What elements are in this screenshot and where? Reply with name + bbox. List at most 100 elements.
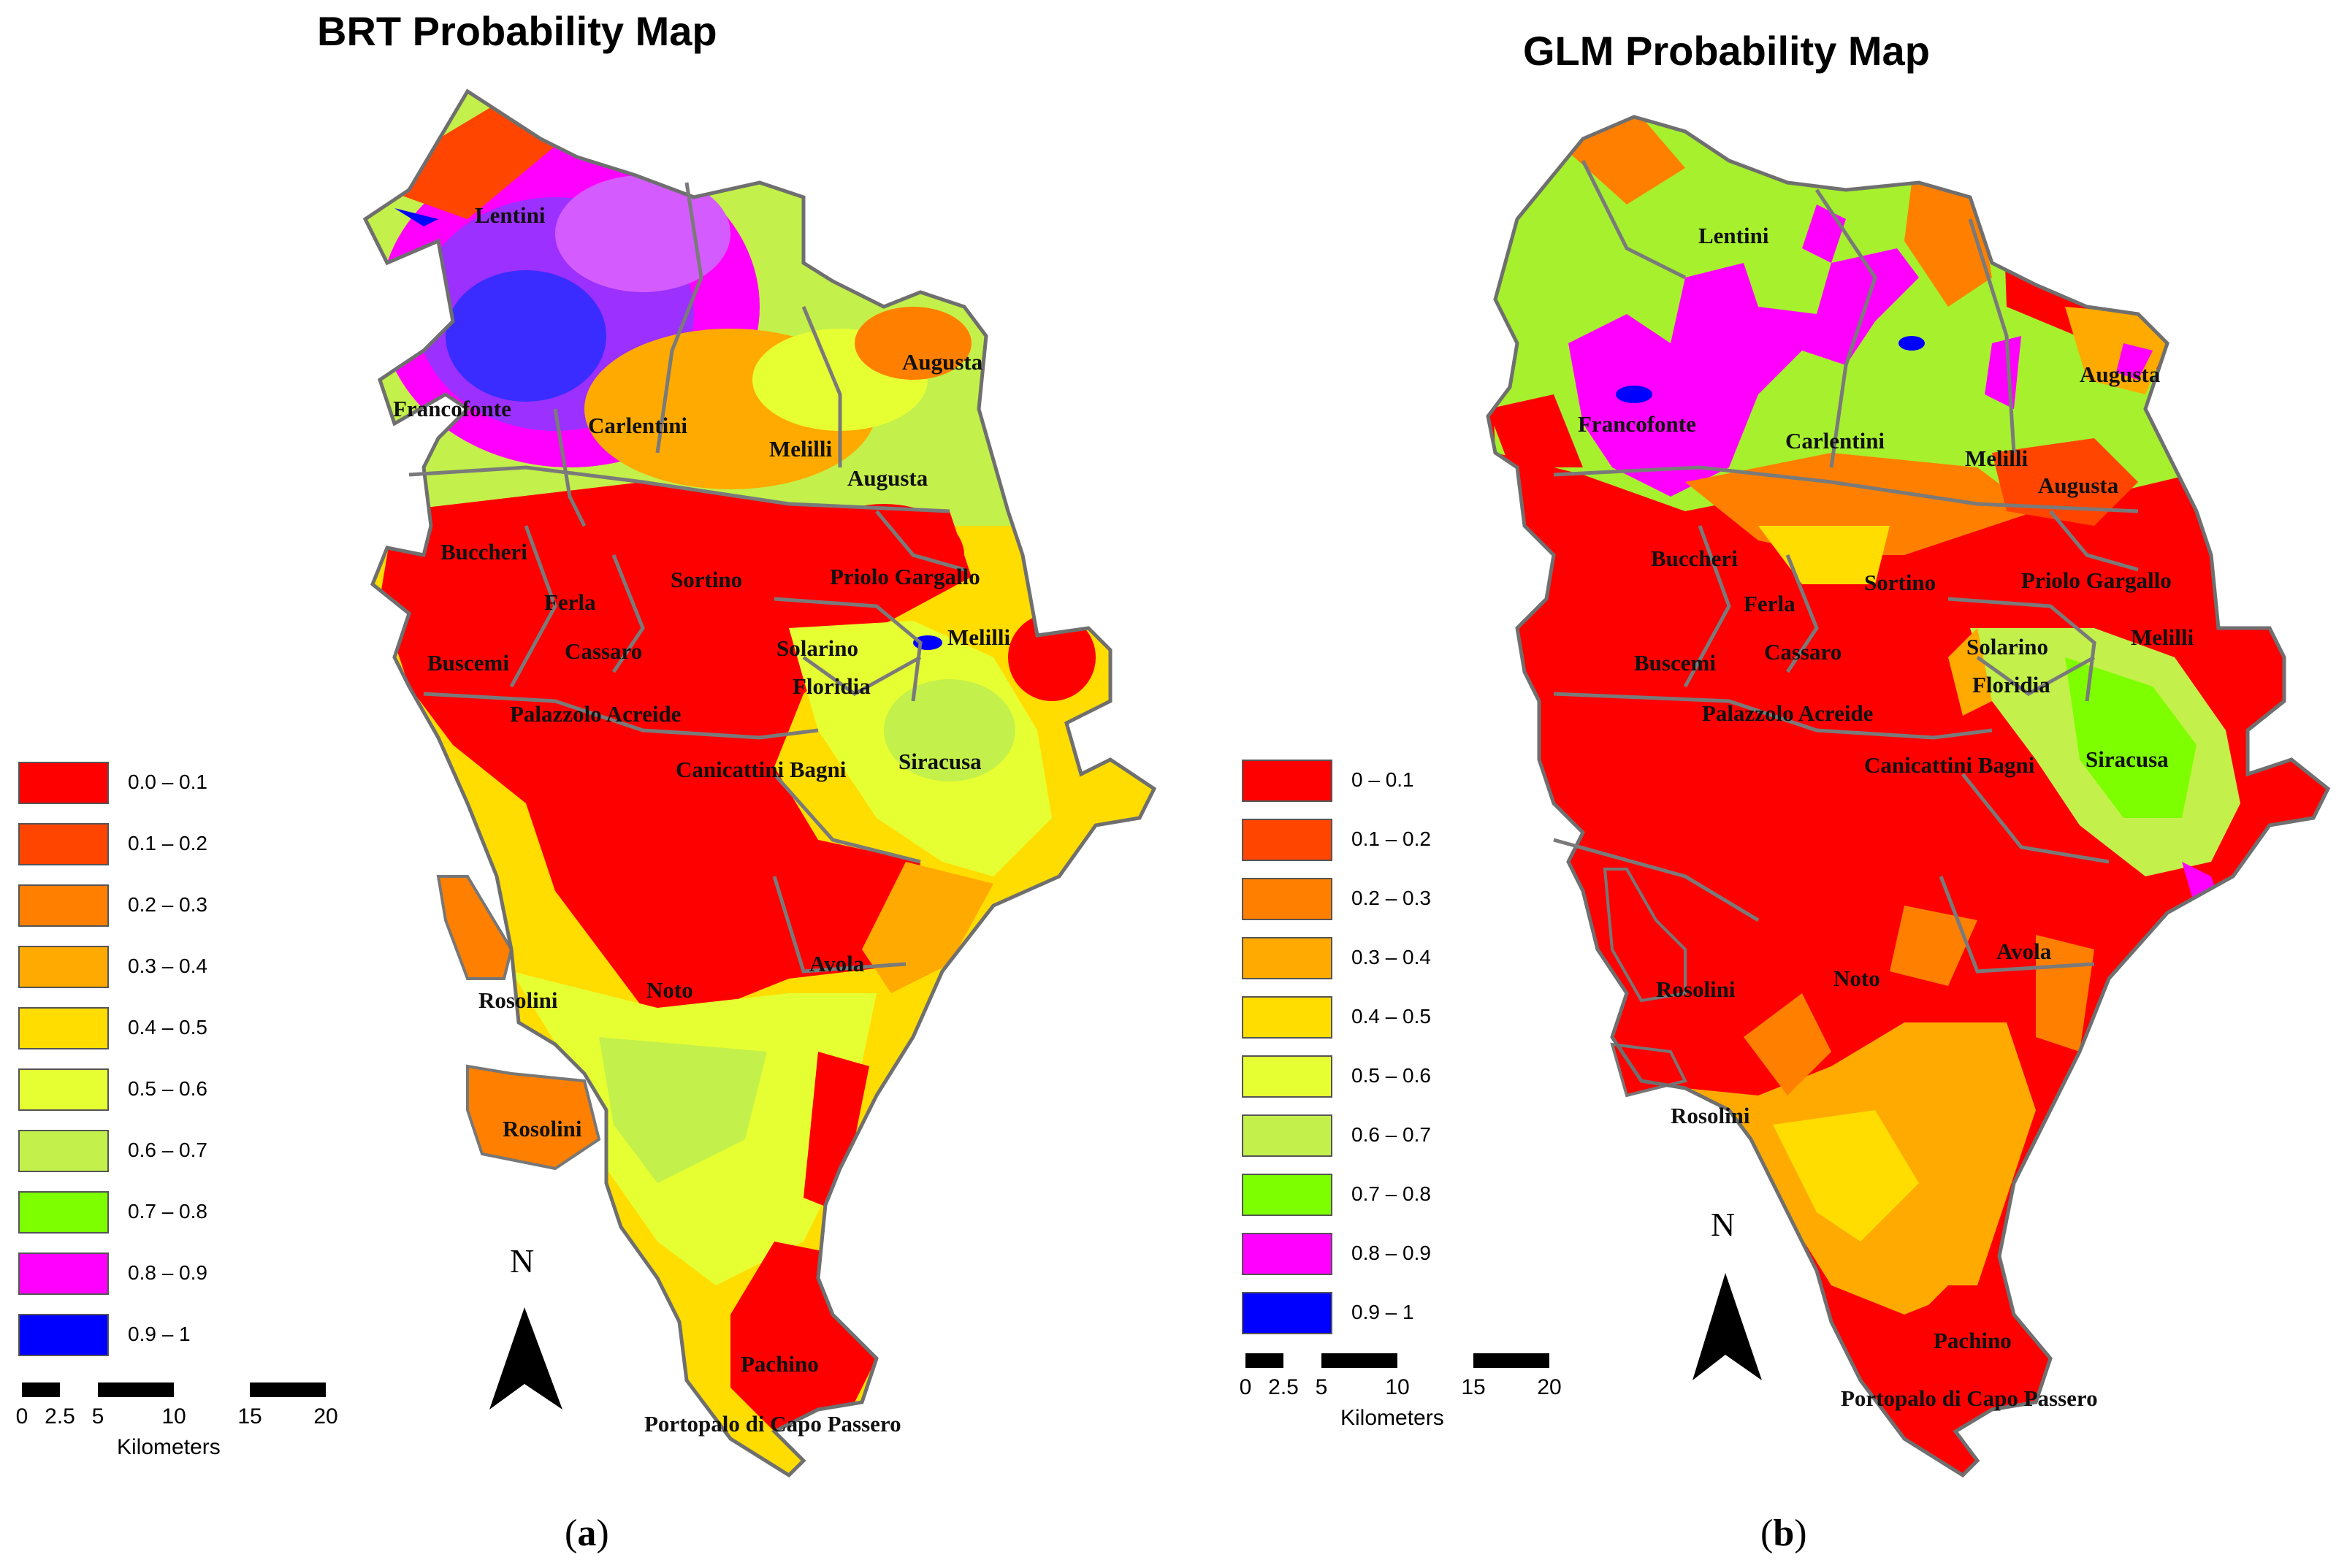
town-label: Avola bbox=[1996, 938, 2052, 964]
legend-swatch bbox=[18, 823, 109, 865]
town-label: Buccheri bbox=[1651, 546, 1738, 571]
legend-label: 0.3 – 0.4 bbox=[1351, 946, 1431, 968]
scale-tick-label: 10 bbox=[1385, 1375, 1410, 1399]
legend-item: 0.1 – 0.2 bbox=[1242, 819, 1534, 870]
town-label: Ferla bbox=[544, 589, 596, 615]
legend-item: 0.9 – 1 bbox=[18, 1314, 310, 1365]
legend-item: 0.4 – 0.5 bbox=[1242, 996, 1534, 1047]
town-label: Floridia bbox=[793, 673, 871, 699]
legend-label: 0.4 – 0.5 bbox=[128, 1016, 207, 1039]
town-label: Palazzolo Acreide bbox=[1702, 700, 1873, 726]
legend-swatch bbox=[18, 1191, 109, 1234]
brt-map: Lentini Francofonte Carlentini Augusta M… bbox=[0, 0, 1173, 1568]
scale-segment bbox=[1321, 1353, 1397, 1368]
glm-map: Lentini Francofonte Carlentini Augusta M… bbox=[1174, 0, 2347, 1568]
panel-caption: (a) bbox=[565, 1512, 609, 1555]
legend-label: 0.1 – 0.2 bbox=[1351, 827, 1431, 850]
town-label: Palazzolo Acreide bbox=[510, 701, 681, 727]
legend-item: 0.6 – 0.7 bbox=[1242, 1114, 1534, 1166]
legend-label: 0.2 – 0.3 bbox=[128, 893, 207, 916]
legend-item: 0.7 – 0.8 bbox=[18, 1191, 310, 1242]
caption-letter: b bbox=[1773, 1512, 1795, 1554]
legend-swatch bbox=[1242, 996, 1332, 1039]
legend-label: 0.3 – 0.4 bbox=[128, 955, 207, 977]
town-label: Ferla bbox=[1744, 591, 1795, 616]
legend-label: 0.6 – 0.7 bbox=[1351, 1123, 1431, 1146]
town-labels: Lentini Francofonte Carlentini Augusta M… bbox=[1578, 223, 2194, 1411]
legend-swatch bbox=[1242, 1174, 1332, 1216]
legend-swatch bbox=[1242, 878, 1332, 920]
scale-tick-label: 0 bbox=[1239, 1375, 1252, 1399]
town-label: Solarino bbox=[1966, 634, 2048, 659]
town-label: Priolo Gargallo bbox=[2021, 567, 2172, 593]
scale-unit-label: Kilometers bbox=[117, 1435, 221, 1459]
panel-brt: Lentini Francofonte Carlentini Augusta M… bbox=[0, 0, 1173, 1568]
town-label: Sortino bbox=[1864, 570, 1936, 595]
town-label: Avola bbox=[809, 951, 865, 976]
legend-label: 0.8 – 0.9 bbox=[1351, 1242, 1431, 1264]
scale-segment bbox=[250, 1382, 326, 1397]
scale-segment bbox=[98, 1382, 174, 1397]
north-arrow bbox=[1692, 1273, 1762, 1380]
legend-item: 0.1 – 0.2 bbox=[18, 823, 310, 874]
caption-close: ) bbox=[1794, 1512, 1807, 1554]
north-label: N bbox=[510, 1242, 535, 1280]
legend-swatch bbox=[1242, 819, 1332, 861]
legend-item: 0.6 – 0.7 bbox=[18, 1130, 310, 1181]
legend-label: 0.9 – 1 bbox=[128, 1323, 191, 1345]
town-label: Noto bbox=[1833, 965, 1880, 991]
town-label: Rosolini bbox=[503, 1116, 582, 1141]
town-label: Rosolini bbox=[478, 987, 558, 1013]
caption-open: ( bbox=[565, 1512, 578, 1554]
legend-label: 0.7 – 0.8 bbox=[128, 1200, 207, 1223]
scale-tick-label: 2.5 bbox=[1268, 1375, 1299, 1399]
scale-segment bbox=[1245, 1353, 1283, 1368]
legend-swatch bbox=[1242, 1055, 1332, 1098]
map-title: BRT Probability Map bbox=[317, 8, 717, 54]
scale-tick-label: 5 bbox=[91, 1404, 104, 1429]
scale-segment bbox=[174, 1382, 250, 1397]
town-label: Buscemi bbox=[427, 650, 509, 676]
legend-swatch bbox=[18, 1314, 109, 1356]
town-label: Noto bbox=[646, 977, 693, 1003]
scale-tick-label: 10 bbox=[161, 1404, 186, 1429]
legend-swatch bbox=[18, 884, 109, 927]
caption-letter: a bbox=[577, 1512, 597, 1554]
legend-item: 0.5 – 0.6 bbox=[18, 1068, 310, 1120]
scale-tick-label: 15 bbox=[1461, 1375, 1486, 1399]
town-label: Lentini bbox=[475, 202, 546, 228]
legend-label: 0.5 – 0.6 bbox=[128, 1077, 207, 1100]
legend-swatch bbox=[1242, 937, 1332, 979]
town-label: Augusta bbox=[847, 465, 928, 491]
legend-label: 0.4 – 0.5 bbox=[1351, 1005, 1431, 1028]
legend-label: 0.9 – 1 bbox=[1351, 1301, 1414, 1323]
town-label: Siracusa bbox=[898, 749, 982, 774]
town-label: Canicattini Bagni bbox=[676, 757, 847, 782]
legend-label: 0.0 – 0.1 bbox=[128, 770, 207, 793]
scale-tick-label: 15 bbox=[237, 1404, 262, 1429]
town-label: Cassaro bbox=[565, 638, 642, 664]
town-label: Floridia bbox=[1972, 672, 2050, 697]
legend-label: 0.7 – 0.8 bbox=[1351, 1182, 1431, 1205]
town-label: Carlentini bbox=[588, 413, 687, 438]
town-label: Pachino bbox=[741, 1351, 819, 1377]
town-label: Pachino bbox=[1934, 1328, 2012, 1353]
legend-swatch bbox=[18, 946, 109, 988]
town-label: Siracusa bbox=[2085, 746, 2169, 772]
scale-tick-label: 0 bbox=[15, 1404, 28, 1429]
caption-open: ( bbox=[1760, 1512, 1774, 1554]
town-label: Francofonte bbox=[393, 396, 511, 421]
legend-label: 0.1 – 0.2 bbox=[128, 832, 207, 854]
scale-segment bbox=[1473, 1353, 1549, 1368]
legend-label: 0 – 0.1 bbox=[1351, 768, 1414, 791]
scale-tick-label: 20 bbox=[313, 1404, 338, 1429]
town-label: Sortino bbox=[671, 567, 742, 592]
town-label: Melilli bbox=[2131, 624, 2194, 650]
legend-item: 0.9 – 1 bbox=[1242, 1292, 1534, 1343]
town-labels: Lentini Francofonte Carlentini Augusta M… bbox=[393, 202, 1010, 1437]
municipal-boundaries bbox=[1553, 159, 2139, 974]
panel-caption: (b) bbox=[1760, 1512, 1807, 1555]
legend-item: 0.8 – 0.9 bbox=[18, 1253, 310, 1304]
town-label: Augusta bbox=[902, 349, 983, 375]
town-label: Melilli bbox=[1965, 445, 2028, 471]
